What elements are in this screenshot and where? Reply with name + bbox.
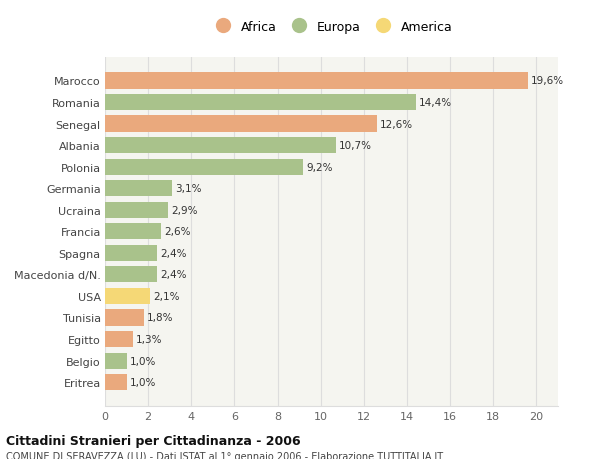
Bar <box>105 245 157 261</box>
Text: 2,4%: 2,4% <box>160 270 187 280</box>
Bar <box>105 73 528 90</box>
Bar <box>105 224 161 240</box>
Bar <box>105 159 304 175</box>
Text: 1,0%: 1,0% <box>130 356 156 366</box>
Bar <box>105 95 416 111</box>
Text: 12,6%: 12,6% <box>380 119 413 129</box>
Text: 3,1%: 3,1% <box>175 184 202 194</box>
Text: 1,3%: 1,3% <box>136 334 163 344</box>
Text: 10,7%: 10,7% <box>339 141 372 151</box>
Text: 2,6%: 2,6% <box>164 227 191 237</box>
Text: 1,0%: 1,0% <box>130 377 156 387</box>
Text: 9,2%: 9,2% <box>307 162 333 172</box>
Text: COMUNE DI SERAVEZZA (LU) - Dati ISTAT al 1° gennaio 2006 - Elaborazione TUTTITAL: COMUNE DI SERAVEZZA (LU) - Dati ISTAT al… <box>6 451 443 459</box>
Bar <box>105 353 127 369</box>
Bar <box>105 138 336 154</box>
Legend: Africa, Europa, America: Africa, Europa, America <box>208 18 455 36</box>
Text: 14,4%: 14,4% <box>419 98 452 108</box>
Text: 1,8%: 1,8% <box>147 313 173 323</box>
Text: 19,6%: 19,6% <box>531 76 564 86</box>
Bar <box>105 267 157 283</box>
Bar <box>105 310 144 326</box>
Text: 2,1%: 2,1% <box>154 291 180 301</box>
Bar <box>105 116 377 132</box>
Bar <box>105 331 133 347</box>
Text: 2,9%: 2,9% <box>171 205 197 215</box>
Text: 2,4%: 2,4% <box>160 248 187 258</box>
Text: Cittadini Stranieri per Cittadinanza - 2006: Cittadini Stranieri per Cittadinanza - 2… <box>6 434 301 447</box>
Bar <box>105 202 167 218</box>
Bar <box>105 374 127 390</box>
Bar <box>105 288 151 304</box>
Bar <box>105 181 172 197</box>
